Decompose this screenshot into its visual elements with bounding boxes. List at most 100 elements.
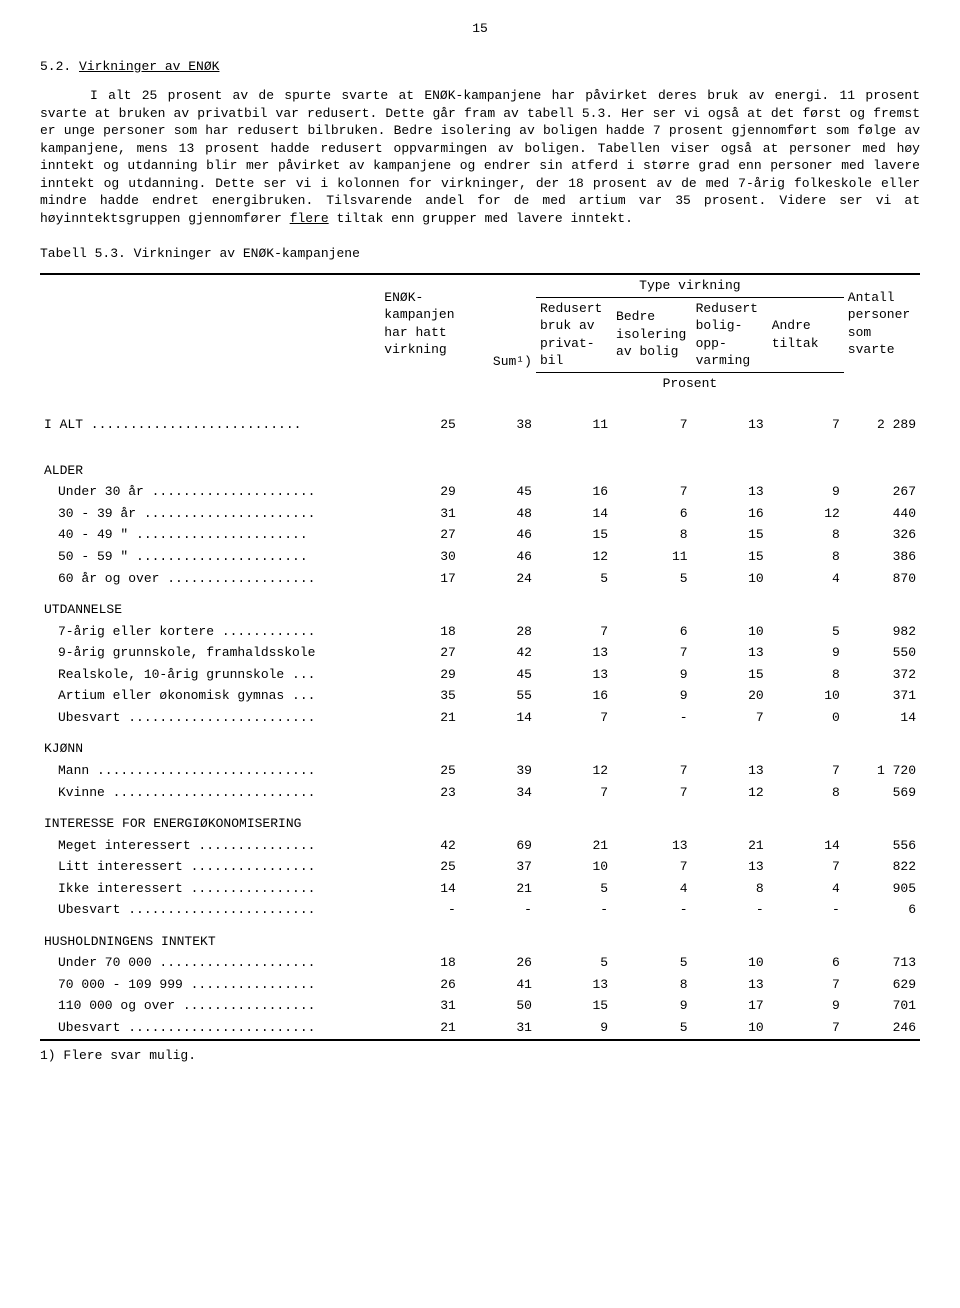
cell-value: 371 bbox=[844, 685, 920, 707]
col-redusert-oppvarming: Redusert bolig- opp- varming bbox=[692, 297, 768, 372]
row-label: 60 år og over ................... bbox=[40, 568, 380, 590]
group-label: UTDANNELSE bbox=[40, 589, 920, 621]
cell-value: 31 bbox=[460, 1017, 536, 1040]
col-enok: ENØK- kampanjen har hatt virkning bbox=[380, 274, 460, 372]
cell-value: 372 bbox=[844, 664, 920, 686]
cell-value: 25 bbox=[380, 400, 460, 450]
cell-value: 713 bbox=[844, 952, 920, 974]
cell-value: 27 bbox=[380, 524, 460, 546]
row-label: Ubesvart ........................ bbox=[40, 1017, 380, 1040]
cell-value: 13 bbox=[536, 974, 612, 996]
group-label: ALDER bbox=[40, 450, 920, 482]
cell-value: 0 bbox=[768, 707, 844, 729]
cell-value: 15 bbox=[692, 664, 768, 686]
cell-value: 326 bbox=[844, 524, 920, 546]
col-type-virkning: Type virkning bbox=[536, 274, 844, 297]
cell-value: 10 bbox=[536, 856, 612, 878]
cell-value: 7 bbox=[612, 642, 692, 664]
row-label: 40 - 49 " ...................... bbox=[40, 524, 380, 546]
row-label: 7-årig eller kortere ............ bbox=[40, 621, 380, 643]
cell-value: 28 bbox=[460, 621, 536, 643]
cell-value: 39 bbox=[460, 760, 536, 782]
table-row: Ubesvart ........................2131951… bbox=[40, 1017, 920, 1040]
row-label: Kvinne .......................... bbox=[40, 782, 380, 804]
cell-value: 267 bbox=[844, 481, 920, 503]
cell-value: 9 bbox=[612, 664, 692, 686]
table-row: 30 - 39 år ......................3148146… bbox=[40, 503, 920, 525]
page-number: 15 bbox=[40, 20, 920, 38]
table-row: Under 70 000 ....................1826551… bbox=[40, 952, 920, 974]
cell-value: 386 bbox=[844, 546, 920, 568]
para-end: tiltak enn grupper med lavere inntekt. bbox=[329, 211, 633, 226]
table-row: 7-årig eller kortere ............1828761… bbox=[40, 621, 920, 643]
cell-value: 5 bbox=[612, 1017, 692, 1040]
group-header: KJØNN bbox=[40, 728, 920, 760]
cell-value: 7 bbox=[692, 707, 768, 729]
cell-value: 7 bbox=[536, 782, 612, 804]
table-row: I ALT ...........................2538117… bbox=[40, 400, 920, 450]
cell-value: - bbox=[380, 899, 460, 921]
data-table: ENØK- kampanjen har hatt virkning Sum¹) … bbox=[40, 273, 920, 1041]
row-label: Mann ............................ bbox=[40, 760, 380, 782]
cell-value: 7 bbox=[612, 400, 692, 450]
cell-value: - bbox=[460, 899, 536, 921]
table-row: 9-årig grunnskole, framhaldsskole2742137… bbox=[40, 642, 920, 664]
row-label: 110 000 og over ................. bbox=[40, 995, 380, 1017]
table-title-text: Virkninger av ENØK-kampanjene bbox=[134, 246, 360, 261]
cell-value: 18 bbox=[380, 621, 460, 643]
cell-value: 9 bbox=[768, 995, 844, 1017]
cell-value: 7 bbox=[612, 481, 692, 503]
table-row: 40 - 49 " ......................27461581… bbox=[40, 524, 920, 546]
col-antall: Antall personer som svarte bbox=[844, 274, 920, 372]
table-row: 50 - 59 " ......................30461211… bbox=[40, 546, 920, 568]
cell-value: 27 bbox=[380, 642, 460, 664]
cell-value: 11 bbox=[536, 400, 612, 450]
cell-value: 12 bbox=[536, 760, 612, 782]
table-row: Mann ............................2539127… bbox=[40, 760, 920, 782]
cell-value: 25 bbox=[380, 856, 460, 878]
group-header: HUSHOLDNINGENS INNTEKT bbox=[40, 921, 920, 953]
row-label: 50 - 59 " ...................... bbox=[40, 546, 380, 568]
cell-value: 21 bbox=[380, 1017, 460, 1040]
cell-value: 7 bbox=[612, 782, 692, 804]
cell-value: - bbox=[612, 707, 692, 729]
group-header: ALDER bbox=[40, 450, 920, 482]
cell-value: 15 bbox=[536, 995, 612, 1017]
table-row: 70 000 - 109 999 ................2641138… bbox=[40, 974, 920, 996]
table-row: Ubesvart ........................21147-7… bbox=[40, 707, 920, 729]
cell-value: 2 289 bbox=[844, 400, 920, 450]
cell-value: 16 bbox=[536, 481, 612, 503]
cell-value: 982 bbox=[844, 621, 920, 643]
cell-value: - bbox=[692, 899, 768, 921]
cell-value: 8 bbox=[768, 546, 844, 568]
cell-value: 7 bbox=[768, 974, 844, 996]
cell-value: 8 bbox=[768, 524, 844, 546]
cell-value: 7 bbox=[536, 707, 612, 729]
cell-value: 870 bbox=[844, 568, 920, 590]
table-row: Realskole, 10-årig grunnskole ...2945139… bbox=[40, 664, 920, 686]
cell-value: 7 bbox=[768, 856, 844, 878]
cell-value: 11 bbox=[612, 546, 692, 568]
prosent-label: Prosent bbox=[536, 372, 844, 400]
group-label: INTERESSE FOR ENERGIØKONOMISERING bbox=[40, 803, 920, 835]
cell-value: 701 bbox=[844, 995, 920, 1017]
cell-value: 13 bbox=[612, 835, 692, 857]
cell-value: 13 bbox=[536, 664, 612, 686]
cell-value: 45 bbox=[460, 664, 536, 686]
row-label: Under 70 000 .................... bbox=[40, 952, 380, 974]
cell-value: 4 bbox=[768, 878, 844, 900]
cell-value: 34 bbox=[460, 782, 536, 804]
cell-value: 7 bbox=[612, 760, 692, 782]
cell-value: 26 bbox=[380, 974, 460, 996]
section-number: 5.2. bbox=[40, 59, 71, 74]
cell-value: 13 bbox=[692, 400, 768, 450]
cell-value: 42 bbox=[380, 835, 460, 857]
col-redusert-bil: Redusert bruk av privat- bil bbox=[536, 297, 612, 372]
row-label: Artium eller økonomisk gymnas ... bbox=[40, 685, 380, 707]
cell-value: - bbox=[612, 899, 692, 921]
table-row: Ikke interessert ................1421548… bbox=[40, 878, 920, 900]
cell-value: 6 bbox=[612, 621, 692, 643]
group-label: KJØNN bbox=[40, 728, 920, 760]
cell-value: 15 bbox=[536, 524, 612, 546]
cell-value: 6 bbox=[612, 503, 692, 525]
